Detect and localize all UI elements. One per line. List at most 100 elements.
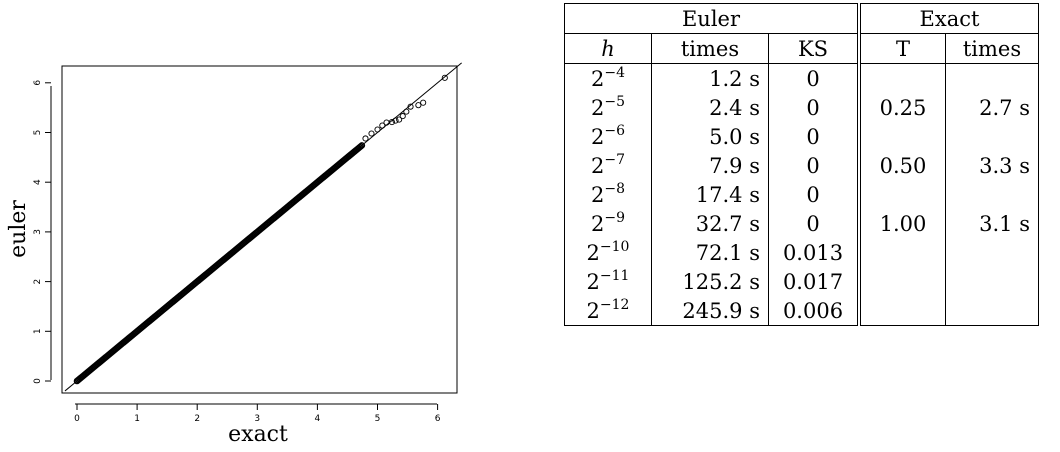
x-tick-label: 2 (194, 414, 200, 424)
cell-ks: 0 (768, 122, 860, 151)
table-row: 2−12 245.9 s 0.006 (564, 296, 1039, 326)
cell-h: 2−9 (564, 209, 652, 238)
data-point (388, 119, 395, 126)
table-column-header-row: h times KS T times (564, 33, 1039, 64)
column-header-ks: KS (768, 33, 860, 64)
data-point (368, 130, 375, 137)
x-axis-ticks: 0 1 2 3 4 5 6 (74, 404, 441, 424)
cell-exact-time: 2.7 s (945, 93, 1039, 122)
data-point (379, 122, 386, 129)
table-group-header-row: Euler Exact (564, 3, 1039, 34)
cell-h-exponent: −6 (604, 122, 625, 139)
y-tick-label: 1 (33, 328, 43, 334)
table-body: 2−4 1.2 s 0 2−5 2.4 s 0 0.25 2.7 s 2−6 5.0 s 0 2−7 7… (564, 63, 1039, 326)
x-tick-label: 1 (134, 414, 140, 424)
cell-h-exponent: −5 (604, 93, 625, 110)
cell-T (857, 180, 946, 209)
cell-h-base: 2 (586, 298, 600, 323)
data-point (420, 99, 427, 106)
cell-exact-time: 3.3 s (945, 151, 1039, 180)
data-point (415, 102, 422, 109)
y-tick-label: 0 (33, 378, 43, 384)
data-point (407, 103, 414, 110)
cell-ks: 0 (768, 180, 860, 209)
cell-ks: 0 (768, 63, 860, 93)
qq-plot: 0 1 2 3 4 5 6 0 1 2 3 4 5 6 exact euler (6, 62, 462, 447)
cell-h-base: 2 (590, 66, 605, 91)
cell-h: 2−5 (564, 93, 652, 122)
cell-h: 2−6 (564, 122, 652, 151)
cell-h-exponent: −12 (599, 296, 630, 313)
cell-T: 1.00 (857, 209, 946, 238)
cell-T (857, 122, 946, 151)
data-points (73, 74, 448, 385)
cell-euler-time: 72.1 s (651, 238, 769, 267)
cell-T (857, 63, 946, 93)
x-tick-label: 3 (254, 414, 260, 424)
cell-h: 2−10 (564, 238, 652, 267)
cell-exact-time (945, 122, 1039, 151)
cell-euler-time: 17.4 s (651, 180, 769, 209)
cell-T (857, 238, 946, 267)
cell-euler-time: 32.7 s (651, 209, 769, 238)
y-tick-label: 6 (33, 80, 43, 86)
cell-exact-time (945, 238, 1039, 267)
cell-h-base: 2 (590, 211, 605, 236)
cell-ks: 0.013 (768, 238, 860, 267)
table-row: 2−11 125.2 s 0.017 (564, 267, 1039, 296)
cell-exact-time (945, 267, 1039, 296)
y-axis-ticks: 0 1 2 3 4 5 6 (33, 80, 51, 384)
cell-T: 0.25 (857, 93, 946, 122)
cell-ks: 0.017 (768, 267, 860, 296)
y-tick-label: 5 (33, 130, 43, 136)
cell-h-exponent: −7 (604, 151, 625, 168)
table-row: 2−5 2.4 s 0 0.25 2.7 s (564, 93, 1039, 122)
data-point (374, 126, 381, 133)
data-point (399, 113, 406, 120)
column-header-T: T (857, 33, 946, 64)
cell-h-exponent: −4 (604, 64, 625, 81)
group-header-exact: Exact (857, 3, 1039, 34)
x-tick-label: 4 (315, 414, 321, 424)
cell-ks: 0 (768, 93, 860, 122)
cell-h-base: 2 (586, 269, 600, 294)
cell-h: 2−4 (564, 63, 652, 93)
cell-euler-time: 2.4 s (651, 93, 769, 122)
cell-h-exponent: −9 (604, 209, 625, 226)
cell-exact-time (945, 180, 1039, 209)
column-header-euler-times: times (651, 33, 769, 64)
cell-h: 2−8 (564, 180, 652, 209)
table-row: 2−10 72.1 s 0.013 (564, 238, 1039, 267)
data-point (392, 117, 399, 124)
cell-h-base: 2 (590, 153, 605, 178)
y-axis-title: euler (6, 200, 31, 258)
cell-euler-time: 7.9 s (651, 151, 769, 180)
cell-T (857, 296, 946, 326)
cell-ks: 0.006 (768, 296, 860, 326)
group-header-euler: Euler (564, 3, 860, 34)
cell-euler-time: 5.0 s (651, 122, 769, 151)
cell-h-exponent: −8 (604, 180, 625, 197)
cell-exact-time (945, 63, 1039, 93)
cell-h: 2−12 (564, 296, 652, 326)
data-point (362, 135, 369, 142)
cell-h: 2−7 (564, 151, 652, 180)
cell-exact-time (945, 296, 1039, 326)
x-tick-label: 0 (74, 414, 80, 424)
cell-euler-time: 1.2 s (651, 63, 769, 93)
cell-ks: 0 (768, 209, 860, 238)
cell-T (857, 267, 946, 296)
plot-frame (61, 65, 458, 394)
column-header-h: h (564, 33, 652, 64)
cell-h-base: 2 (590, 95, 605, 120)
cell-T: 0.50 (857, 151, 946, 180)
x-tick-label: 6 (435, 414, 441, 424)
data-point (441, 74, 448, 81)
table-row: 2−9 32.7 s 0 1.00 3.1 s (564, 209, 1039, 238)
cell-ks: 0 (768, 151, 860, 180)
cell-h-exponent: −10 (599, 238, 630, 255)
y-tick-label: 2 (33, 279, 43, 285)
